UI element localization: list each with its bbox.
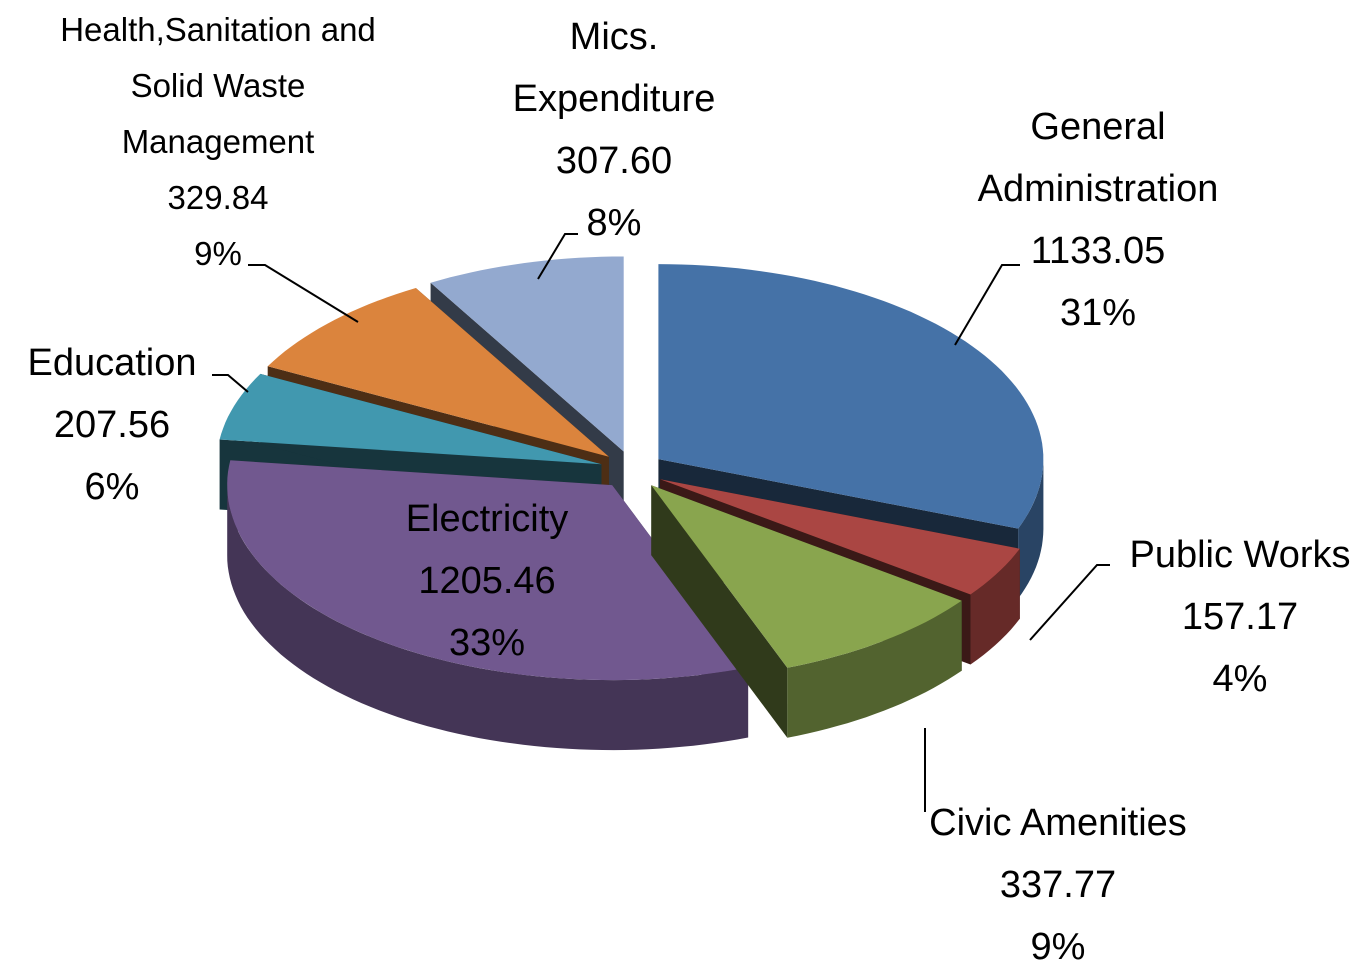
slice-label: General Administration 1133.05 31% bbox=[933, 96, 1263, 344]
slice-wall bbox=[787, 600, 962, 738]
pie-slice bbox=[267, 288, 609, 457]
label-value: 157.17 bbox=[1181, 596, 1299, 638]
label-value: 329.84 bbox=[167, 179, 269, 216]
slice-label: Civic Amenities 337.77 9% bbox=[893, 792, 1223, 964]
label-name: General Administration bbox=[977, 106, 1219, 210]
label-name: Electricity bbox=[405, 498, 569, 540]
slice-wall bbox=[970, 548, 1020, 665]
slice-label: Public Works 157.17 4% bbox=[1090, 524, 1371, 710]
label-percent: 4% bbox=[1212, 658, 1268, 700]
label-percent: 6% bbox=[84, 466, 140, 508]
slice-side bbox=[651, 485, 788, 738]
pie-slice bbox=[219, 373, 602, 465]
label-percent: 9% bbox=[194, 235, 242, 272]
pie-slice bbox=[430, 256, 624, 452]
slice-label: Education 207.56 6% bbox=[2, 332, 222, 518]
pie-slice bbox=[660, 479, 1020, 595]
label-value: 207.56 bbox=[53, 404, 171, 446]
slice-label: Health,Sanitation and Solid Waste Manage… bbox=[58, 2, 378, 282]
pie-slice bbox=[651, 485, 962, 668]
leader-line bbox=[954, 264, 1020, 346]
label-name: Mics. Expenditure bbox=[512, 16, 716, 120]
slice-label: Mics. Expenditure 307.60 8% bbox=[489, 6, 739, 254]
leader-line bbox=[537, 233, 578, 280]
label-value: 307.60 bbox=[555, 140, 673, 182]
pie-slice bbox=[227, 460, 749, 681]
slice-wall bbox=[227, 485, 749, 751]
label-value: 337.77 bbox=[999, 864, 1117, 906]
slice-label: Electricity 1205.46 33% bbox=[337, 488, 637, 674]
pie-slice bbox=[658, 264, 1044, 529]
label-value: 1205.46 bbox=[418, 560, 556, 602]
label-percent: 8% bbox=[586, 202, 642, 244]
label-percent: 33% bbox=[448, 622, 526, 664]
leader-line bbox=[212, 374, 249, 393]
label-value: 1133.05 bbox=[1030, 230, 1166, 272]
leader-line bbox=[1029, 564, 1110, 641]
label-name: Education bbox=[27, 342, 197, 384]
label-name: Public Works bbox=[1129, 534, 1351, 576]
label-name: Health,Sanitation and Solid Waste Manage… bbox=[60, 11, 376, 160]
leader-line bbox=[248, 264, 359, 323]
label-percent: 31% bbox=[1059, 292, 1137, 334]
slice-wall bbox=[1018, 459, 1044, 599]
label-percent: 9% bbox=[1030, 926, 1086, 964]
label-name: Civic Amenities bbox=[929, 802, 1187, 844]
